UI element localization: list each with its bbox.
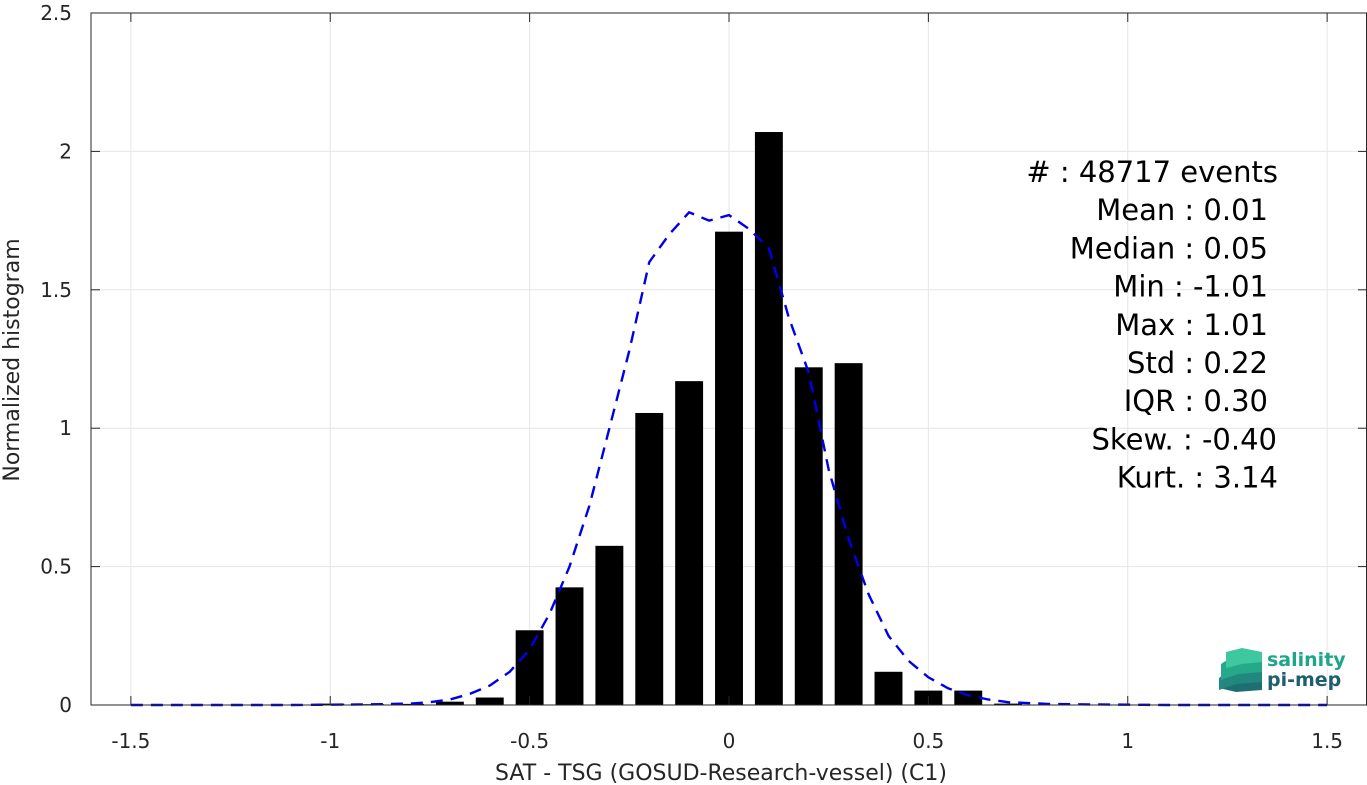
histogram-bar	[715, 231, 743, 705]
stat-line: Median : 0.05	[1070, 231, 1268, 265]
histogram-bar	[794, 367, 823, 705]
x-tick-label: -0.5	[510, 729, 549, 753]
stat-line: Max : 1.01	[1115, 308, 1268, 342]
histogram-bar	[954, 690, 983, 705]
histogram-bar	[595, 545, 624, 705]
histogram-bar	[675, 381, 704, 705]
y-axis-label: Normalized histogram	[0, 238, 25, 481]
histogram-bar	[754, 132, 783, 706]
stat-line: Skew. : -0.40	[1091, 422, 1277, 456]
histogram-bar	[396, 703, 424, 705]
stat-line: Kurt. : 3.14	[1117, 461, 1278, 495]
fit-curve	[130, 210, 1328, 707]
histogram-bar	[994, 703, 1023, 705]
x-tick-label: 0.5	[912, 729, 944, 753]
y-tick-label: 1.5	[40, 278, 72, 302]
logo-line1: salinity	[1267, 649, 1346, 671]
x-tick-label: -1.5	[111, 729, 150, 753]
histogram-bar	[834, 363, 863, 705]
x-tick-label: -1	[320, 729, 340, 753]
histogram-bar	[435, 701, 464, 705]
histogram-bar	[874, 671, 903, 705]
y-tick-label: 2.5	[40, 1, 72, 25]
statistics-box: # : 48717 events Mean : 0.01 Median : 0.05…	[1026, 155, 1278, 495]
histogram-bar	[515, 630, 544, 705]
stat-line: Min : -1.01	[1113, 270, 1268, 304]
logo-line2: pi-mep	[1267, 669, 1341, 691]
histogram-bar	[635, 412, 664, 705]
y-tick-label: 2	[59, 139, 72, 163]
x-tick-label: 0	[723, 729, 736, 753]
x-tick-label: 1.5	[1311, 729, 1343, 753]
stat-line: IQR : 0.30	[1124, 384, 1268, 418]
stat-line: # : 48717 events	[1026, 155, 1278, 189]
axis-ticks: -1.5 -1 -0.5 0 0.5 1 1.5 0 0.5 1 1.5 2 2.5	[40, 1, 1367, 753]
stat-line: Std : 0.22	[1127, 346, 1268, 380]
x-tick-label: 1	[1121, 729, 1134, 753]
histogram-bar	[555, 587, 584, 705]
stat-line: Mean : 0.01	[1096, 193, 1268, 227]
histogram-bar	[475, 697, 504, 705]
x-axis-label: SAT - TSG (GOSUD-Research-vessel) (C1)	[495, 761, 947, 785]
histogram-bars	[316, 132, 1023, 706]
salinity-pi-mep-logo: salinity pi-mep	[1219, 648, 1346, 692]
salinity-layers-icon	[1219, 648, 1262, 692]
y-tick-label: 1	[59, 416, 72, 440]
y-tick-label: 0.5	[40, 555, 72, 579]
y-tick-label: 0	[59, 693, 72, 717]
